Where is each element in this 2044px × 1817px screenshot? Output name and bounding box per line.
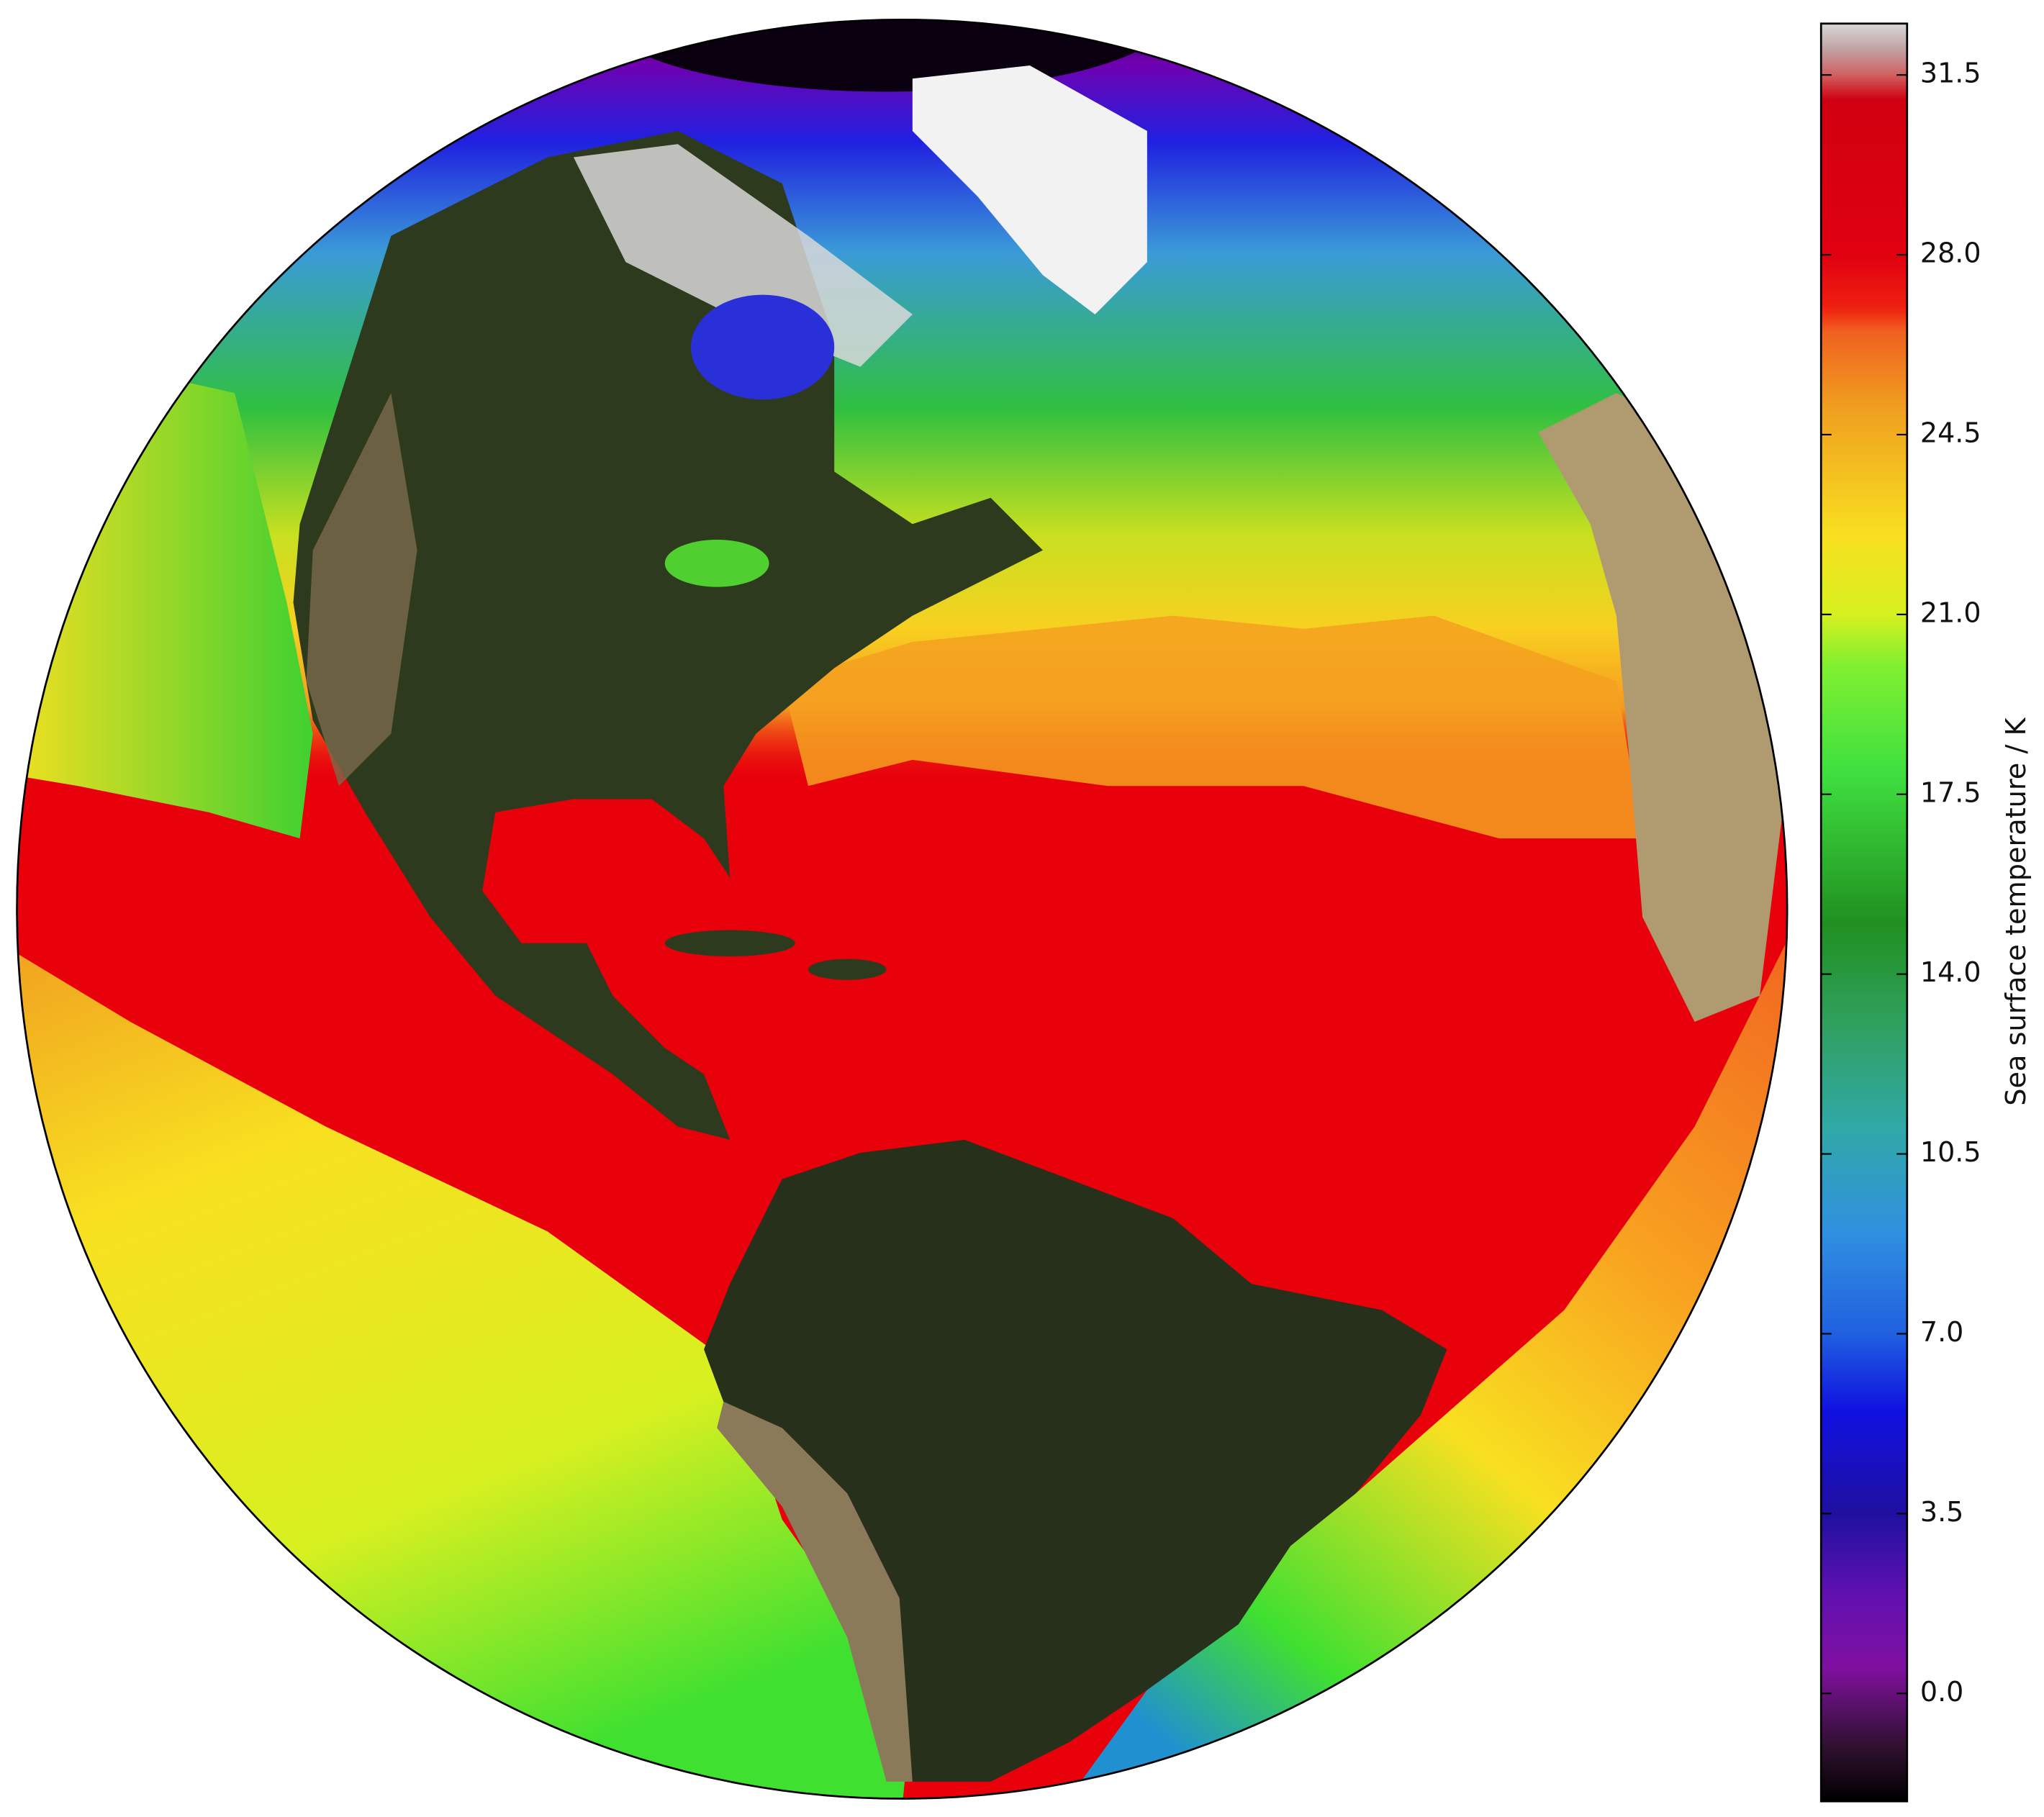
colorbar-tick-label: 21.0 xyxy=(1920,597,1981,628)
north-america xyxy=(293,131,1043,1140)
globe-outline xyxy=(16,18,1788,1800)
great-lakes xyxy=(664,540,769,587)
colorbar-tick-label: 3.5 xyxy=(1920,1496,1963,1528)
colorbar-tick-label: 10.5 xyxy=(1920,1136,1981,1168)
ocean-subtropical xyxy=(782,615,1643,839)
colorbar-tick-label: 7.0 xyxy=(1920,1316,1963,1348)
cuba xyxy=(664,930,795,956)
colorbar-tick-label: 24.5 xyxy=(1920,417,1981,448)
colorbar xyxy=(1819,22,1909,1803)
colorbar-tick-label: 28.0 xyxy=(1920,237,1981,269)
colorbar-tick-label: 17.5 xyxy=(1920,776,1981,808)
colorbar-label: Sea surface temperature / K xyxy=(2000,717,2032,1105)
arctic-ice xyxy=(573,144,913,367)
globe xyxy=(17,19,1788,1799)
rockies xyxy=(306,393,417,787)
colorbar-tick-label: 31.5 xyxy=(1920,58,1981,89)
greenland xyxy=(912,65,1147,314)
arctic xyxy=(600,19,1174,92)
colorbar-tick-label: 0.0 xyxy=(1920,1676,1963,1708)
hispaniola xyxy=(808,959,887,980)
colorbar-tick-label: 14.0 xyxy=(1920,956,1981,988)
andes xyxy=(717,1401,913,1782)
south-america xyxy=(704,1139,1447,1782)
hudson-bay xyxy=(690,294,835,400)
